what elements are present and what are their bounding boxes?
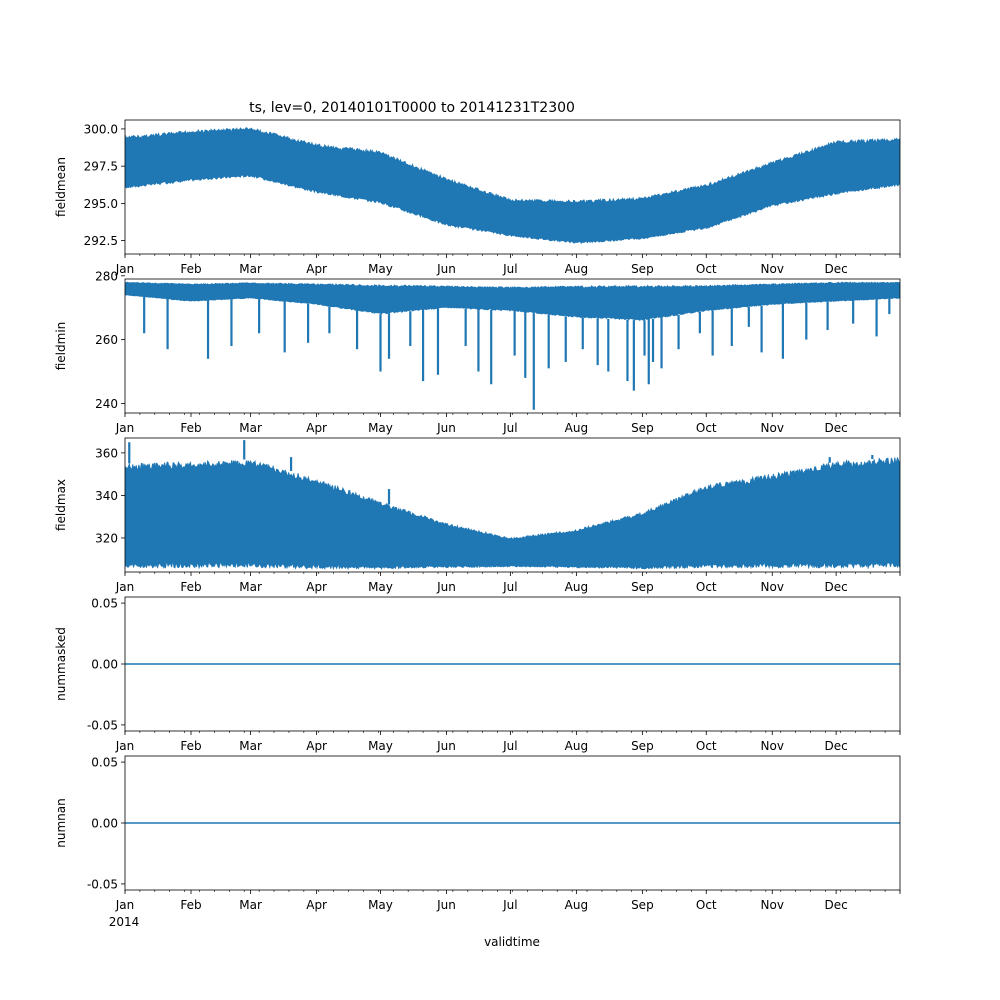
fieldmean-x-tick-label: Oct	[696, 262, 717, 276]
fieldmean-x-tick-label: Nov	[761, 262, 784, 276]
numnan-x-tick-label: Mar	[239, 898, 262, 912]
nummasked-x-tick-label: Oct	[696, 739, 717, 753]
fieldmean-x-tick-label: Dec	[825, 262, 848, 276]
subplot-fieldmean: 292.5 295.0 297.5 300.0 fieldmean Jan Feb Mar Ap…	[54, 119, 901, 276]
fieldmin-x-tick-label: Aug	[565, 421, 588, 435]
numnan-x-tick-label: Jul	[502, 898, 517, 912]
nummasked-x-tick-label: Nov	[761, 739, 784, 753]
fieldmean-y-tick-label: 297.5	[84, 160, 118, 174]
nummasked-y-axis-label: nummasked	[54, 627, 68, 701]
fieldmean-x-tick-label: Jan	[115, 262, 135, 276]
fieldmean-series-band	[125, 127, 900, 244]
fieldmin-y-tick-label: 280	[95, 269, 118, 283]
subplot-numnan: -0.05 0.00 0.05 numnan Jan Feb Mar Apr May Jun Jul…	[54, 756, 901, 912]
nummasked-x-tick-label: Jun	[436, 739, 456, 753]
chart-title: ts, lev=0, 20140101T0000 to 20141231T230…	[249, 100, 575, 116]
nummasked-x-tick-label: Jul	[502, 739, 517, 753]
subplots: 292.5 295.0 297.5 300.0 fieldmean Jan Feb Mar Ap…	[54, 119, 901, 929]
fieldmin-y-axis-label: fieldmin	[54, 322, 68, 371]
fieldmin-x-tick-label: Jun	[436, 421, 456, 435]
nummasked-y-tick-label: -0.05	[87, 718, 118, 732]
fieldmin-x-tick-label: Sep	[631, 421, 654, 435]
fieldmin-x-tick-label: Jul	[502, 421, 517, 435]
subplot-fieldmax: 320 340 360 fieldmax Jan Feb Mar Apr May Jun Jul Au…	[54, 437, 901, 594]
fieldmax-x-tick-label: Dec	[825, 580, 848, 594]
x-axis-label: validtime	[484, 935, 540, 949]
fieldmax-x-tick-label: Jan	[115, 580, 135, 594]
nummasked-x-tick-label: Mar	[239, 739, 262, 753]
numnan-x-tick-label: Dec	[825, 898, 848, 912]
numnan-y-tick-label: 0.05	[91, 756, 118, 770]
nummasked-y-tick-label: 0.05	[91, 597, 118, 611]
fieldmean-x-tick-label: May	[368, 262, 393, 276]
numnan-y-tick-label: -0.05	[87, 877, 118, 891]
numnan-y-tick-label: 0.00	[91, 817, 118, 831]
fieldmin-series-band	[125, 281, 900, 321]
nummasked-x-tick-label: Feb	[180, 739, 201, 753]
fieldmin-x-tick-label: Nov	[761, 421, 784, 435]
nummasked-y-tick-label: 0.00	[91, 658, 118, 672]
fieldmean-x-tick-label: Sep	[631, 262, 654, 276]
subplot-nummasked: -0.05 0.00 0.05 nummasked Jan Feb Mar Apr May Jun…	[54, 597, 901, 753]
fieldmean-x-tick-label: Jun	[436, 262, 456, 276]
fieldmax-x-tick-label: Jun	[436, 580, 456, 594]
fieldmin-x-tick-label: Dec	[825, 421, 848, 435]
nummasked-x-tick-label: Sep	[631, 739, 654, 753]
fieldmax-y-tick-label: 320	[95, 531, 118, 545]
fieldmin-y-tick-label: 240	[95, 397, 118, 411]
numnan-x-tick-label: Feb	[180, 898, 201, 912]
fieldmean-y-tick-label: 292.5	[84, 234, 118, 248]
fieldmax-x-tick-label: Feb	[180, 580, 201, 594]
numnan-x-tick-label: May	[368, 898, 393, 912]
fieldmin-x-tick-label: Oct	[696, 421, 717, 435]
fieldmax-x-tick-label: Apr	[306, 580, 327, 594]
nummasked-x-tick-label: Apr	[306, 739, 327, 753]
fieldmin-data	[125, 281, 900, 410]
fieldmax-x-tick-label: Mar	[239, 580, 262, 594]
fieldmax-y-tick-label: 340	[95, 489, 118, 503]
fieldmax-y-tick-label: 360	[95, 446, 118, 460]
fieldmax-x-tick-label: Jul	[502, 580, 517, 594]
fieldmean-x-tick-label: Feb	[180, 262, 201, 276]
subplot-fieldmin: 240 260 280 fieldmin Jan Feb Mar Apr May Jun Jul Au…	[54, 269, 901, 435]
fieldmin-x-tick-label: Jan	[115, 421, 135, 435]
fieldmin-x-tick-label: Feb	[180, 421, 201, 435]
fieldmax-x-tick-label: Nov	[761, 580, 784, 594]
fieldmin-x-tick-label: May	[368, 421, 393, 435]
fieldmean-x-tick-label: Jul	[502, 262, 517, 276]
fieldmax-x-tick-label: Oct	[696, 580, 717, 594]
fieldmean-x-tick-label: Apr	[306, 262, 327, 276]
fieldmean-x-tick-label: Aug	[565, 262, 588, 276]
numnan-x-tick-label: Jun	[436, 898, 456, 912]
numnan-x-tick-label: Sep	[631, 898, 654, 912]
fieldmax-x-tick-label: Aug	[565, 580, 588, 594]
nummasked-x-tick-label: May	[368, 739, 393, 753]
numnan-x-tick-label: Nov	[761, 898, 784, 912]
fieldmax-x-tick-label: Sep	[631, 580, 654, 594]
fieldmin-y-tick-label: 260	[95, 333, 118, 347]
nummasked-x-tick-label: Aug	[565, 739, 588, 753]
numnan-x-tick-label: Apr	[306, 898, 327, 912]
numnan-x-tick-label: Aug	[565, 898, 588, 912]
fieldmax-y-axis-label: fieldmax	[54, 479, 68, 531]
numnan-x-tick-label: Jan	[115, 898, 135, 912]
fieldmax-series-band	[125, 456, 900, 571]
nummasked-x-tick-label: Dec	[825, 739, 848, 753]
fieldmin-x-tick-label: Apr	[306, 421, 327, 435]
fieldmean-y-tick-label: 295.0	[84, 197, 118, 211]
numnan-y-axis-label: numnan	[54, 798, 68, 847]
fieldmax-x-tick-label: May	[368, 580, 393, 594]
year-label: 2014	[109, 915, 140, 929]
numnan-x-tick-label: Oct	[696, 898, 717, 912]
fieldmean-y-axis-label: fieldmean	[54, 157, 68, 217]
nummasked-x-tick-label: Jan	[115, 739, 135, 753]
fieldmin-x-tick-label: Mar	[239, 421, 262, 435]
fieldmean-data	[125, 127, 900, 244]
fieldmax-data	[125, 440, 900, 571]
fieldmean-y-tick-label: 300.0	[84, 122, 118, 136]
fieldmean-x-tick-label: Mar	[239, 262, 262, 276]
